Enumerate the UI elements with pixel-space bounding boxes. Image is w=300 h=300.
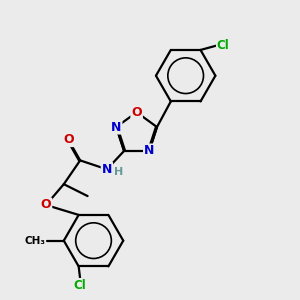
Text: N: N <box>111 121 122 134</box>
Text: N: N <box>102 163 112 176</box>
Text: O: O <box>41 199 51 212</box>
Text: H: H <box>114 167 123 177</box>
Text: Cl: Cl <box>217 39 230 52</box>
Text: CH₃: CH₃ <box>25 236 46 246</box>
Text: O: O <box>63 133 74 146</box>
Text: O: O <box>131 106 142 119</box>
Text: Cl: Cl <box>74 279 86 292</box>
Text: N: N <box>144 145 154 158</box>
